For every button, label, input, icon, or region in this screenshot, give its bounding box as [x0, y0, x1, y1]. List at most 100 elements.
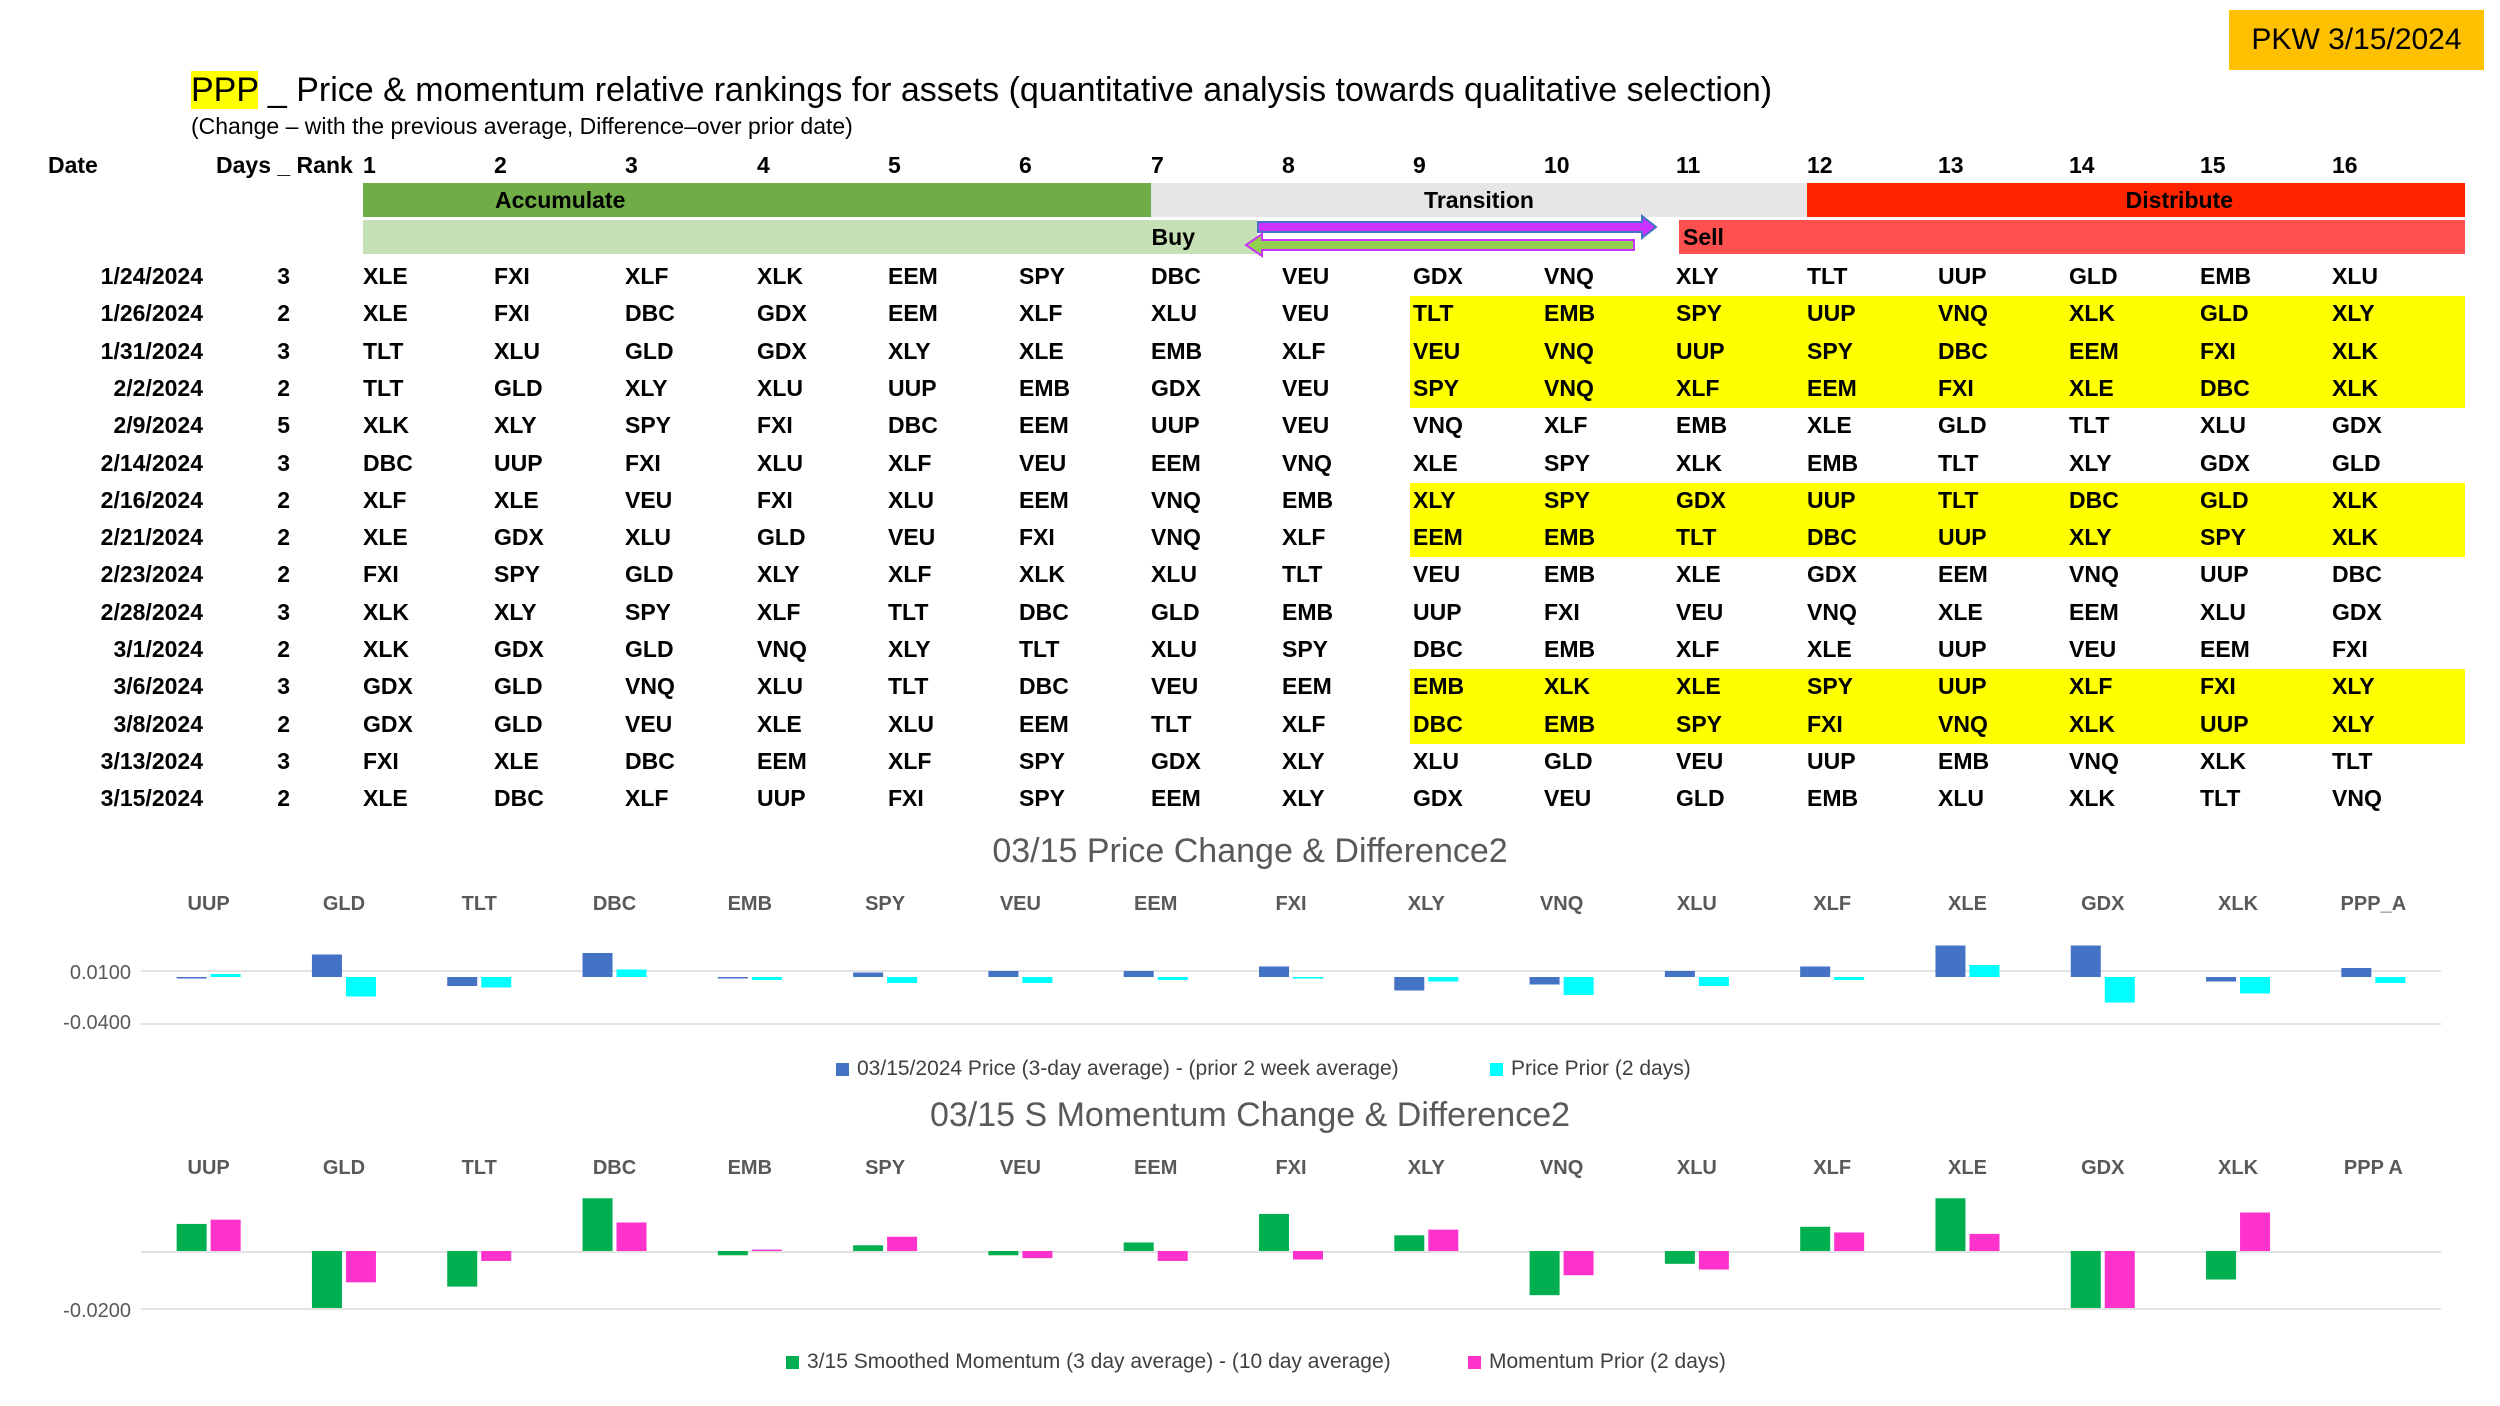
asset-cell: SPY — [625, 598, 672, 625]
asset-cell: TLT — [1938, 449, 1979, 476]
asset-cell: EMB — [1544, 710, 1596, 737]
asset-cell: XLF — [888, 747, 932, 774]
asset-cell: SPY — [1282, 636, 1329, 662]
asset-cell: XLF — [757, 598, 801, 625]
row-date: 2/16/2024 — [100, 486, 203, 513]
asset-cell: DBC — [363, 449, 413, 476]
asset-cell: XLU — [757, 449, 803, 476]
asset-cell: UUP — [1938, 263, 1987, 289]
asset-cell: XLK — [2332, 524, 2378, 551]
bar-change — [853, 972, 884, 977]
asset-cell: XLE — [1807, 636, 1852, 662]
asset-cell: EMB — [1151, 337, 1203, 364]
category-label: EEM — [1134, 893, 1177, 915]
asset-cell: XLU — [494, 337, 540, 364]
asset-cell: GDX — [757, 300, 807, 327]
asset-cell: XLK — [2069, 300, 2115, 327]
bar-change — [1800, 966, 1831, 977]
bar-prior — [616, 1222, 647, 1251]
category-label: GLD — [323, 893, 365, 915]
asset-cell: XLY — [2332, 673, 2375, 700]
asset-cell: TLT — [1413, 300, 1454, 327]
asset-cell: XLY — [494, 598, 537, 625]
bar-change — [1935, 1198, 1966, 1251]
asset-cell: UUP — [2200, 710, 2249, 737]
transition-arrows — [1244, 214, 1658, 258]
category-label: SPY — [865, 893, 906, 915]
bar-prior — [751, 1249, 782, 1251]
bar-prior — [1022, 977, 1053, 983]
asset-cell: VNQ — [2332, 785, 2382, 812]
asset-cell: TLT — [363, 374, 404, 401]
price-legend-item-2: Price Prior (2 days) — [1490, 1057, 1691, 1081]
asset-cell: TLT — [2069, 412, 2110, 439]
asset-cell: EMB — [1938, 747, 1990, 774]
row-days: 3 — [277, 337, 290, 364]
ranking-table: Date Days _ Rank 1 2 3 4 5 6 7 8 9 10 11 12 13 14 15 16 Ac… — [48, 152, 2465, 812]
bar-prior — [751, 977, 782, 980]
asset-cell: SPY — [1019, 785, 1066, 812]
asset-cell: UUP — [1151, 412, 1200, 439]
asset-cell: FXI — [1938, 374, 1974, 401]
asset-cell: VEU — [1282, 374, 1330, 401]
asset-cell: VNQ — [1938, 300, 1988, 327]
y-tick-label: -0.0400 — [63, 1012, 131, 1034]
y-tick-label: 0.0100 — [70, 962, 131, 984]
row-days: 5 — [277, 412, 290, 439]
asset-cell: EEM — [1413, 524, 1463, 551]
bar-change — [1664, 971, 1695, 977]
asset-cell: XLF — [888, 449, 932, 476]
bar-change — [582, 1198, 613, 1251]
asset-cell: XLK — [2069, 785, 2115, 812]
category-label: TLT — [462, 1157, 497, 1179]
legend-label: 03/15/2024 Price (3-day average) - (prio… — [857, 1057, 1399, 1080]
asset-cell: XLK — [2332, 486, 2378, 513]
bar-change — [1259, 966, 1289, 977]
price-chart: 0.0100 -0.0400 UUP GLD TLT DBC EMB SPY VEU EEM FXI… — [63, 893, 2441, 1034]
asset-cell: VEU — [625, 486, 673, 513]
asset-cell: VNQ — [1282, 449, 1332, 476]
category-label: GLD — [323, 1157, 365, 1179]
days-rank-header: Days _ Rank — [216, 152, 353, 178]
highlight-band — [1410, 520, 2465, 558]
asset-cell: EEM — [1151, 785, 1201, 812]
category-label: EMB — [728, 893, 772, 915]
asset-cell: UUP — [757, 785, 806, 812]
asset-cell: DBC — [494, 785, 544, 812]
asset-cell: UUP — [1676, 337, 1725, 364]
category-label: UUP — [188, 1157, 230, 1179]
asset-cell: GLD — [494, 710, 543, 737]
bar-change — [1394, 1235, 1425, 1251]
rank-header-15: 15 — [2200, 152, 2226, 178]
asset-cell: DBC — [2200, 374, 2250, 401]
category-label: VEU — [1000, 893, 1041, 915]
asset-cell: TLT — [1151, 710, 1192, 737]
asset-cell: GDX — [2332, 598, 2382, 625]
category-label: XLE — [1948, 893, 1987, 915]
asset-cell: XLK — [1676, 449, 1722, 476]
asset-cell: TLT — [1019, 636, 1060, 662]
asset-cell: XLU — [757, 374, 803, 401]
bar-change — [1394, 977, 1425, 991]
asset-cell: VNQ — [1544, 337, 1594, 364]
asset-cell: XLY — [2069, 449, 2112, 476]
asset-cell: XLK — [363, 598, 409, 625]
asset-cell: GDX — [1151, 374, 1201, 401]
bar-prior — [616, 969, 647, 977]
asset-cell: UUP — [888, 374, 937, 401]
asset-cell: GDX — [757, 337, 807, 364]
rank-header-4: 4 — [757, 152, 770, 178]
asset-cell: GLD — [2069, 263, 2118, 289]
sell-zone: Sell — [1679, 220, 2465, 254]
category-label: SPY — [865, 1157, 906, 1179]
bar-prior — [1428, 977, 1459, 982]
asset-cell: DBC — [2332, 561, 2382, 588]
asset-cell: VEU — [1282, 300, 1330, 327]
asset-cell: XLE — [1807, 412, 1852, 439]
asset-cell: XLE — [494, 747, 539, 774]
rank-header-9: 9 — [1413, 152, 1426, 178]
asset-cell: FXI — [2200, 673, 2236, 700]
bar-prior — [1157, 1251, 1188, 1261]
asset-cell: GLD — [1676, 785, 1725, 812]
legend-swatch — [1468, 1355, 1481, 1369]
